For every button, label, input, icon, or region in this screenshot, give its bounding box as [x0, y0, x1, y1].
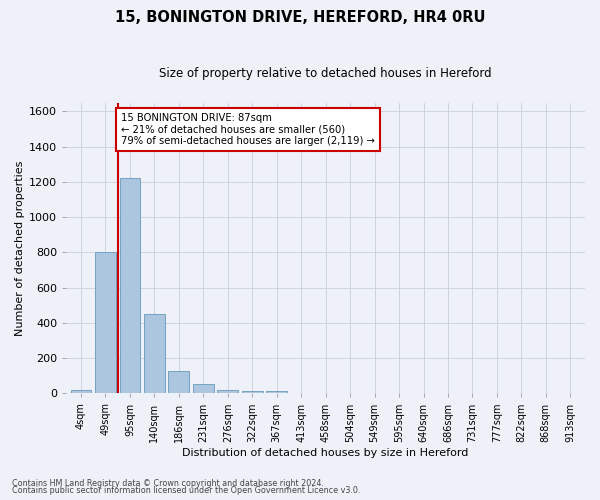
Bar: [144, 314, 165, 394]
Bar: [71, 390, 91, 394]
Bar: [217, 390, 238, 394]
Text: 15 BONINGTON DRIVE: 87sqm
← 21% of detached houses are smaller (560)
79% of semi: 15 BONINGTON DRIVE: 87sqm ← 21% of detac…: [121, 113, 375, 146]
Text: Contains public sector information licensed under the Open Government Licence v3: Contains public sector information licen…: [12, 486, 361, 495]
Y-axis label: Number of detached properties: Number of detached properties: [15, 160, 25, 336]
Bar: [266, 392, 287, 394]
Bar: [169, 372, 189, 394]
Text: Contains HM Land Registry data © Crown copyright and database right 2024.: Contains HM Land Registry data © Crown c…: [12, 478, 324, 488]
X-axis label: Distribution of detached houses by size in Hereford: Distribution of detached houses by size …: [182, 448, 469, 458]
Bar: [242, 391, 263, 394]
Text: 15, BONINGTON DRIVE, HEREFORD, HR4 0RU: 15, BONINGTON DRIVE, HEREFORD, HR4 0RU: [115, 10, 485, 25]
Bar: [119, 178, 140, 394]
Bar: [193, 384, 214, 394]
Title: Size of property relative to detached houses in Hereford: Size of property relative to detached ho…: [160, 68, 492, 80]
Bar: [95, 252, 116, 394]
